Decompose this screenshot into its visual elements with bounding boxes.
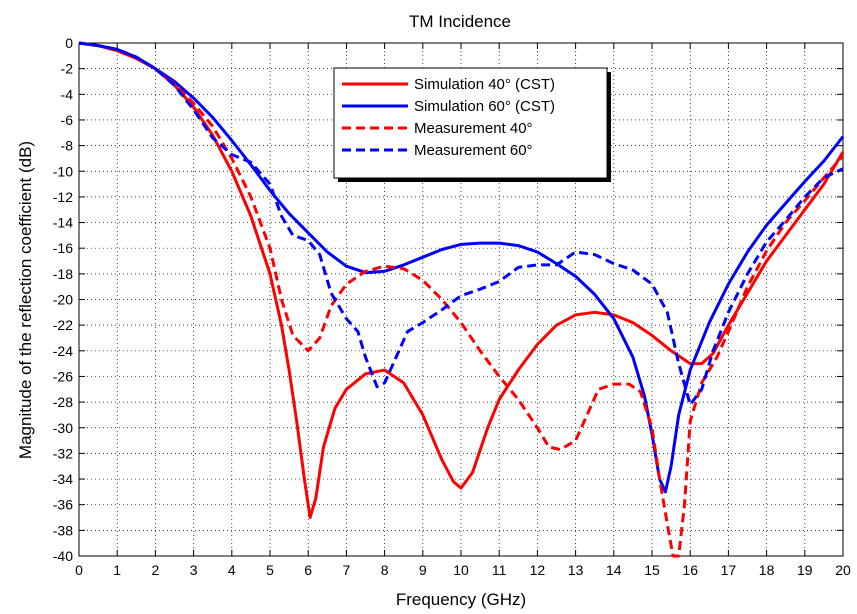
legend-label-4: Measurement 60°	[414, 142, 533, 159]
x-tick-label: 15	[644, 562, 660, 578]
y-tick-label: -38	[53, 522, 73, 538]
legend-label-3: Measurement 40°	[414, 120, 533, 137]
x-tick-label: 6	[304, 562, 312, 578]
y-tick-label: -12	[53, 189, 73, 205]
y-tick-label: -20	[53, 292, 73, 308]
y-tick-label: -2	[61, 61, 74, 77]
y-tick-label: -10	[53, 163, 73, 179]
x-tick-label: 9	[419, 562, 427, 578]
x-tick-label: 16	[682, 562, 698, 578]
x-tick-label: 3	[190, 562, 198, 578]
y-tick-label: -4	[61, 86, 74, 102]
y-tick-label: -36	[53, 497, 73, 513]
y-tick-label: -8	[61, 138, 74, 154]
x-tick-label: 1	[113, 562, 121, 578]
x-tick-label: 14	[606, 562, 622, 578]
x-axis-title: Frequency (GHz)	[396, 590, 526, 609]
x-tick-label: 11	[492, 562, 507, 578]
x-tick-label: 5	[266, 562, 274, 578]
x-tick-label: 4	[228, 562, 236, 578]
x-tick-label: 17	[721, 562, 737, 578]
y-tick-label: -18	[53, 266, 73, 282]
y-tick-label: -14	[53, 215, 73, 231]
y-tick-label: -24	[53, 343, 73, 359]
chart-title: TM Incidence	[409, 12, 511, 31]
x-tick-label: 12	[530, 562, 546, 578]
y-tick-label: -28	[53, 394, 73, 410]
x-tick-label: 18	[759, 562, 775, 578]
legend-label-2: Simulation 60° (CST)	[414, 98, 555, 115]
y-tick-label: -30	[53, 420, 73, 436]
series-line-3	[78, 41, 845, 558]
y-tick-label: -40	[53, 548, 73, 564]
x-tick-label: 13	[568, 562, 584, 578]
x-tick-labels: 0 1 2 3 4 5 6 7 8 9 10 11 12 13 14 15 16 17 18 19 20	[75, 562, 851, 578]
x-tick-label: 2	[152, 562, 160, 578]
x-tick-label: 8	[381, 562, 389, 578]
legend: Simulation 40° (CST) Simulation 60° (CST)…	[333, 67, 611, 182]
y-tick-label: 0	[65, 35, 73, 51]
legend-label-1: Simulation 40° (CST)	[414, 76, 555, 93]
y-tick-labels: 0 -2 -4 -6 -8 -10 -12 -14 -16 -18 -20 -22 -24 -26 -28 -…	[53, 35, 73, 564]
series-line-2	[78, 41, 845, 494]
y-tick-label: -6	[61, 112, 74, 128]
x-tick-label: 19	[797, 562, 813, 578]
series-lines	[78, 41, 845, 558]
y-tick-label: -32	[53, 445, 73, 461]
y-tick-label: -34	[53, 471, 73, 487]
legend-box	[333, 67, 608, 179]
series-line-4	[78, 41, 844, 407]
y-tick-label: -16	[53, 240, 73, 256]
x-tick-label: 0	[75, 562, 83, 578]
x-tick-label: 20	[835, 562, 851, 578]
y-axis-title: Magnitude of the reflection coefficient …	[16, 141, 35, 459]
x-tick-label: 7	[343, 562, 351, 578]
axis-ticks	[78, 42, 844, 557]
y-tick-label: -26	[53, 368, 73, 384]
series-line-1	[78, 41, 845, 519]
x-tick-label: 10	[453, 562, 469, 578]
y-tick-label: -22	[53, 317, 73, 333]
